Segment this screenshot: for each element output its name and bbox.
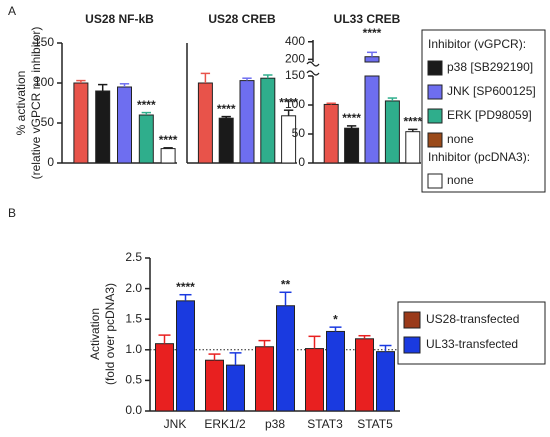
subplot-title: US28 NF-kB bbox=[85, 12, 154, 26]
y-tick-label: 0.5 bbox=[125, 373, 142, 387]
subplot-title: UL33 CREB bbox=[334, 12, 401, 26]
x-tick-label: p38 bbox=[265, 417, 285, 431]
bar bbox=[218, 117, 234, 164]
panel-label: A bbox=[8, 4, 16, 18]
legend-label: p38 [SB292190] bbox=[447, 60, 533, 74]
x-tick-label: JNK bbox=[164, 417, 187, 431]
axis-break bbox=[306, 61, 320, 76]
significance: **** bbox=[279, 95, 298, 109]
legend-box bbox=[397, 301, 546, 365]
bar bbox=[323, 103, 339, 164]
bar bbox=[176, 300, 195, 412]
bar bbox=[197, 82, 213, 164]
bar bbox=[376, 351, 395, 412]
bar bbox=[344, 127, 360, 164]
significance: **** bbox=[403, 115, 422, 129]
legend-label: US28-transfected bbox=[426, 312, 519, 326]
y-axis-label: (relative vGPCR no inhibitor) bbox=[29, 27, 43, 180]
bar bbox=[260, 77, 276, 164]
y-tick-label: 1.5 bbox=[125, 311, 142, 325]
legend-label: UL33-transfected bbox=[426, 337, 518, 351]
bar-upper bbox=[364, 56, 380, 63]
y-tick-label: 50 bbox=[292, 126, 306, 140]
bar bbox=[205, 359, 224, 412]
y-tick-label: 200 bbox=[285, 52, 305, 66]
bar bbox=[138, 114, 154, 164]
bar bbox=[276, 305, 295, 412]
legend-title: Inhibitor (pcDNA3): bbox=[428, 150, 530, 164]
legend-swatch bbox=[403, 336, 421, 354]
y-tick-label: 100 bbox=[34, 75, 54, 89]
significance: ** bbox=[281, 277, 291, 291]
significance: **** bbox=[176, 280, 195, 294]
bar bbox=[255, 346, 274, 412]
bar bbox=[155, 343, 174, 412]
bar bbox=[117, 86, 132, 164]
y-tick-label: 2.0 bbox=[125, 281, 142, 295]
bar bbox=[160, 148, 176, 164]
legend-swatch bbox=[403, 311, 421, 329]
panel-label: B bbox=[8, 206, 16, 220]
legend-title: Inhibitor (vGPCR): bbox=[428, 37, 526, 51]
y-axis-label: Activation bbox=[88, 308, 102, 360]
significance: **** bbox=[137, 98, 156, 112]
significance: **** bbox=[342, 111, 361, 125]
legend-label: JNK [SP600125] bbox=[447, 84, 536, 98]
bar bbox=[95, 90, 111, 164]
x-tick-label: ERK1/2 bbox=[204, 417, 246, 431]
bar bbox=[73, 82, 89, 164]
bar bbox=[226, 364, 245, 412]
significance: **** bbox=[159, 133, 178, 147]
significance: **** bbox=[217, 102, 236, 116]
legend-swatch bbox=[427, 60, 443, 76]
y-tick-label: 2.5 bbox=[125, 250, 142, 264]
legend-swatch bbox=[427, 108, 443, 124]
legend-swatch bbox=[427, 84, 443, 100]
y-axis-label: (fold over pcDNA3) bbox=[103, 283, 117, 385]
subplot-title: US28 CREB bbox=[208, 12, 276, 26]
y-tick-label: 1.0 bbox=[125, 342, 142, 356]
legend-swatch bbox=[427, 173, 443, 189]
bar bbox=[326, 330, 345, 412]
y-tick-label: 0.0 bbox=[125, 403, 142, 417]
legend-label: none bbox=[447, 132, 474, 146]
significance: * bbox=[333, 312, 338, 326]
legend-label: ERK [PD98059] bbox=[447, 108, 532, 122]
bar bbox=[355, 338, 374, 412]
y-tick-label: 150 bbox=[34, 35, 54, 49]
y-tick-label: 150 bbox=[285, 68, 305, 82]
bar bbox=[239, 80, 255, 164]
x-tick-label: STAT5 bbox=[357, 417, 393, 431]
bar bbox=[305, 348, 324, 412]
y-tick-label: 400 bbox=[285, 34, 305, 48]
significance: **** bbox=[363, 26, 382, 40]
legend-label: none bbox=[447, 173, 474, 187]
y-tick-label: 100 bbox=[285, 97, 305, 111]
bar bbox=[384, 100, 400, 164]
bar bbox=[405, 131, 421, 164]
bar bbox=[364, 75, 380, 164]
legend-swatch bbox=[427, 132, 443, 148]
y-tick-label: 0 bbox=[47, 155, 54, 169]
y-tick-label: 50 bbox=[41, 115, 55, 129]
x-tick-label: STAT3 bbox=[307, 417, 343, 431]
y-axis-label: % activation bbox=[14, 71, 28, 136]
y-tick-label: 0 bbox=[298, 155, 305, 169]
